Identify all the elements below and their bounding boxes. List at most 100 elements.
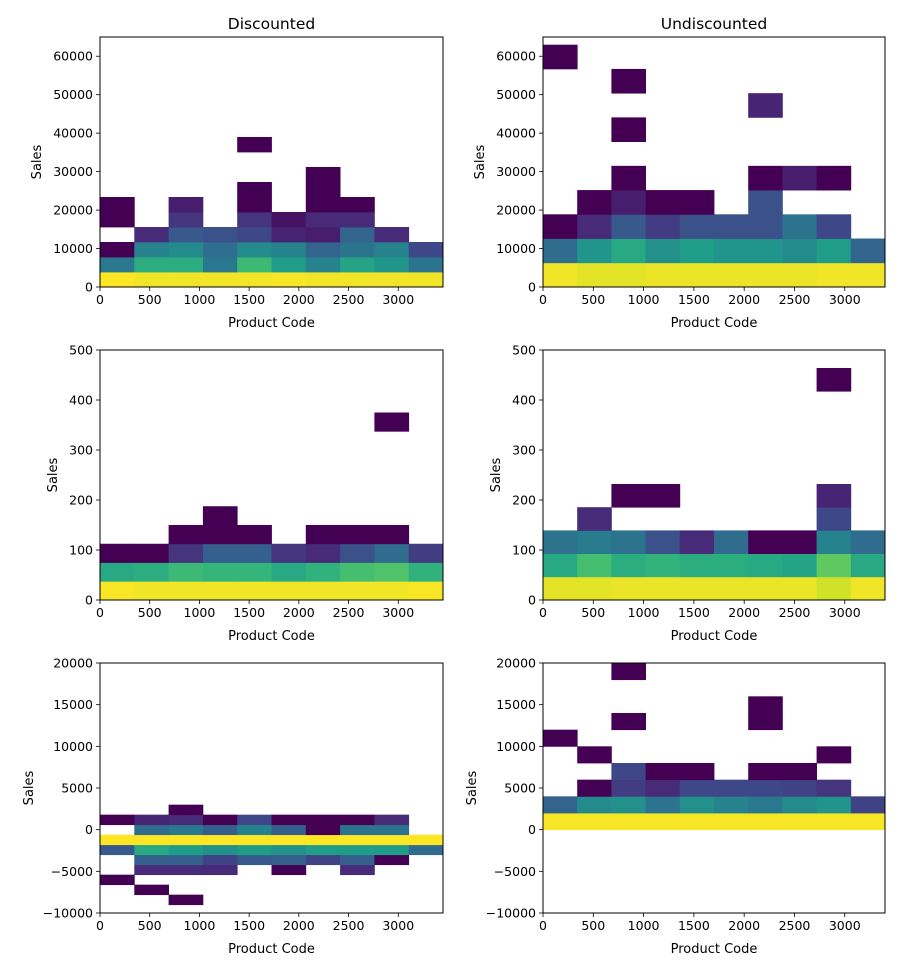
heatmap-cell <box>714 262 749 288</box>
heatmap-cell <box>816 553 852 578</box>
heatmap-cell <box>340 197 375 213</box>
heatmap-cell <box>543 530 578 554</box>
y-tick-label: 10000 <box>496 241 536 256</box>
heatmap-cell <box>577 530 612 554</box>
heatmap-cell <box>202 227 238 243</box>
y-tick-label: 0 <box>85 280 93 295</box>
heatmap-cell <box>611 165 646 191</box>
x-tick-label: 1500 <box>233 292 265 307</box>
heatmap-cell <box>271 257 307 273</box>
heatmap-cell <box>679 576 715 601</box>
heatmap-cell <box>748 238 783 264</box>
heatmap-cell <box>679 262 715 288</box>
y-tick-label: 15000 <box>496 697 536 712</box>
heatmap-cell <box>340 242 375 258</box>
heatmap-cell <box>645 214 681 239</box>
heatmap-cell <box>374 581 410 601</box>
y-tick-label: 200 <box>512 493 536 508</box>
x-tick-label: 2500 <box>333 918 365 933</box>
axes-frame <box>99 36 444 288</box>
heatmap-cell <box>374 412 410 432</box>
x-tick-label: 2000 <box>283 605 315 620</box>
heatmap-cell <box>543 553 578 578</box>
chart-title: Undiscounted <box>661 15 768 33</box>
heatmap-cell <box>748 576 783 601</box>
heatmap-cell <box>305 562 341 582</box>
heatmap-cell <box>611 796 646 814</box>
heatmap-cell <box>679 190 715 215</box>
heatmap-cell <box>168 844 204 856</box>
panel-5: 0 500 1000 1500 2000 2500 3000 −10000 −5000 0 5000… <box>22 656 444 957</box>
heatmap-cell <box>543 813 578 831</box>
heatmap-cell <box>340 864 375 876</box>
heatmap-cell <box>577 576 612 601</box>
heatmap-cell <box>100 543 135 563</box>
heatmap-cell <box>577 507 612 531</box>
heatmap-cell <box>134 834 169 846</box>
heatmap-cell <box>645 553 681 578</box>
heatmap-cell <box>374 257 410 273</box>
heatmap-cell <box>100 814 135 826</box>
x-tick-label: 3000 <box>829 918 861 933</box>
heatmap-cell <box>714 779 749 797</box>
y-tick-label: 400 <box>512 393 536 408</box>
heatmap-cell <box>679 813 715 831</box>
heatmap-cell <box>168 864 204 876</box>
heatmap-cell <box>168 212 204 228</box>
heatmap-cell <box>816 813 852 831</box>
heatmap-cell <box>134 543 169 563</box>
heatmap-cell <box>577 262 612 288</box>
heatmap-cell <box>816 484 852 508</box>
y-tick-label: 30000 <box>496 164 536 179</box>
x-tick-label: 1500 <box>678 918 710 933</box>
heatmap-cell <box>782 530 817 554</box>
heatmap-cell <box>340 257 375 273</box>
heatmap-cell <box>202 257 238 273</box>
x-tick-label: 0 <box>539 918 547 933</box>
heatmap-cell <box>850 262 886 288</box>
heatmap-cell <box>237 844 272 856</box>
y-tick-label: 20000 <box>53 203 93 218</box>
heatmap-cell <box>374 525 410 545</box>
heatmap-cell <box>748 696 783 714</box>
heatmap-cell <box>100 834 135 846</box>
heatmap-cell <box>714 238 749 264</box>
heatmap-cell <box>202 864 238 876</box>
heatmap-cell <box>645 813 681 831</box>
y-tick-label: 300 <box>69 443 93 458</box>
x-tick-label: 3000 <box>382 918 414 933</box>
x-tick-label: 3000 <box>382 605 414 620</box>
heatmap-cell <box>271 212 307 228</box>
heatmap-cell <box>816 530 852 554</box>
heatmap-cell <box>679 553 715 578</box>
heatmap-cell <box>134 884 169 896</box>
heatmap-cell <box>271 864 307 876</box>
heatmap-cell <box>577 238 612 264</box>
heatmap-cell <box>782 796 817 814</box>
heatmap-cell <box>816 238 852 264</box>
heatmap-cell <box>374 543 410 563</box>
axes-frame <box>99 662 444 914</box>
x-tick-label: 1000 <box>184 605 216 620</box>
heatmap-cell <box>816 214 852 239</box>
heatmap-cell <box>816 368 852 392</box>
x-tick-label: 0 <box>539 292 547 307</box>
heatmap-cell <box>168 543 204 563</box>
heatmap-cell <box>100 272 135 288</box>
heatmap-cell <box>134 242 169 258</box>
axes-frame <box>99 349 444 601</box>
heatmap-cell <box>850 796 886 814</box>
x-axis-label: Product Code <box>228 629 315 644</box>
heatmap-cell <box>816 779 852 797</box>
y-tick-label: 500 <box>69 343 93 358</box>
heatmap-cell <box>237 824 272 836</box>
heatmap-cell <box>748 813 783 831</box>
heatmap-cell <box>748 214 783 239</box>
x-tick-label: 500 <box>581 605 605 620</box>
heatmap-cell <box>714 813 749 831</box>
heatmap-cell <box>782 238 817 264</box>
heatmap-cell <box>237 182 272 198</box>
heatmap-cell <box>748 779 783 797</box>
heatmap-cell <box>611 553 646 578</box>
x-tick-label: 0 <box>96 918 104 933</box>
